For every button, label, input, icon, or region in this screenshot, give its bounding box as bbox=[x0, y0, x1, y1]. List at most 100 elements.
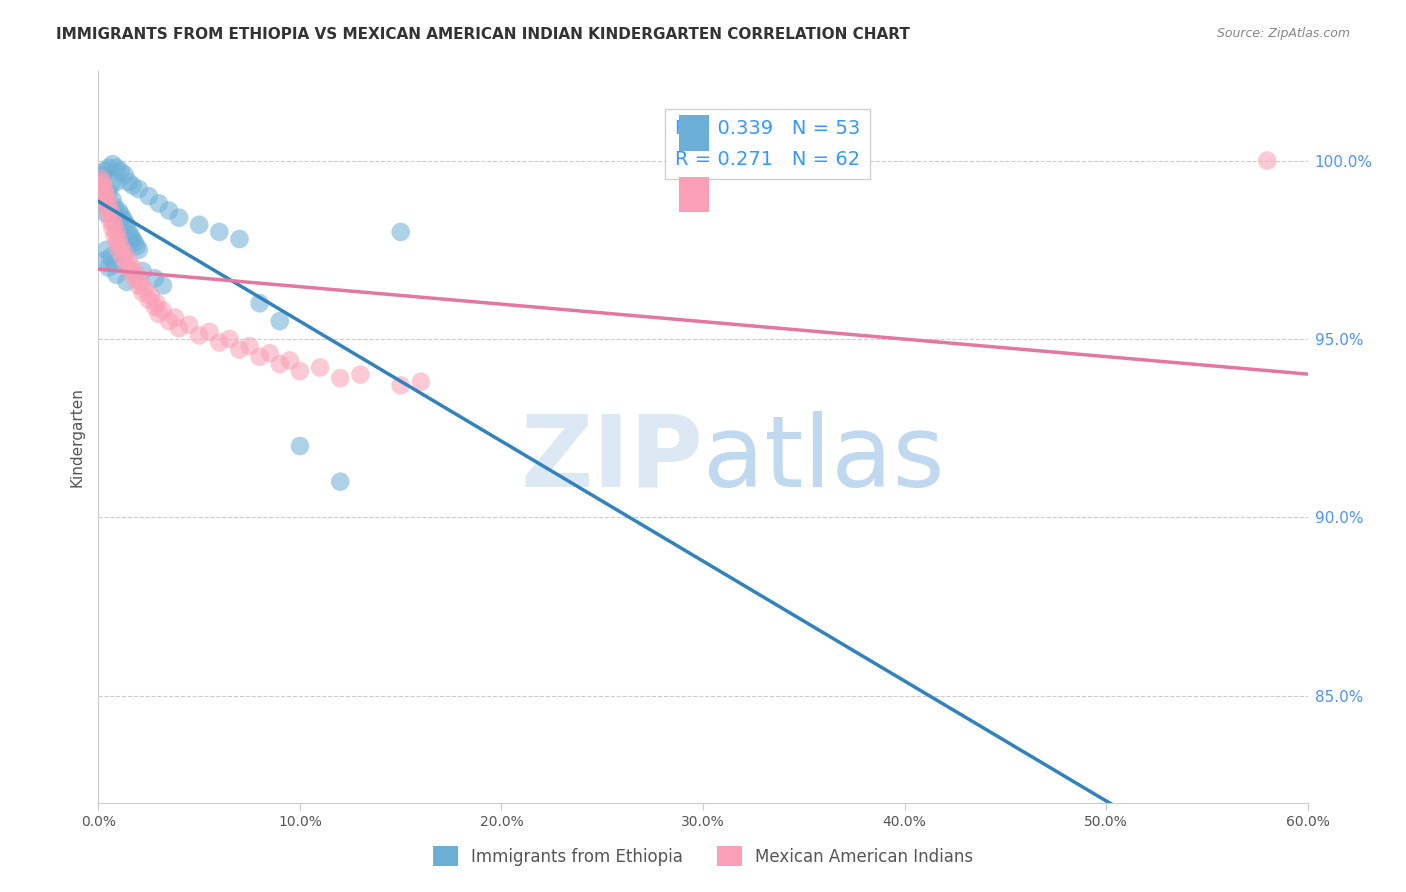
Point bbox=[146, 296, 169, 310]
Point bbox=[389, 225, 412, 239]
Point bbox=[107, 232, 129, 246]
Point bbox=[91, 168, 114, 182]
Point bbox=[105, 175, 128, 189]
Point bbox=[97, 196, 120, 211]
Point bbox=[198, 325, 221, 339]
Point bbox=[128, 278, 150, 293]
Point bbox=[143, 300, 166, 314]
Point bbox=[134, 282, 156, 296]
Text: Source: ZipAtlas.com: Source: ZipAtlas.com bbox=[1216, 27, 1350, 40]
Point bbox=[89, 178, 111, 193]
Bar bbox=[679, 177, 709, 212]
Point bbox=[138, 189, 160, 203]
Text: atlas: atlas bbox=[703, 410, 945, 508]
Bar bbox=[679, 115, 709, 151]
Point bbox=[91, 182, 114, 196]
Point bbox=[111, 211, 134, 225]
Point bbox=[228, 232, 250, 246]
Point bbox=[163, 310, 186, 325]
Point bbox=[96, 207, 118, 221]
Point bbox=[93, 193, 115, 207]
Point bbox=[188, 328, 211, 343]
Point bbox=[288, 364, 311, 378]
Point bbox=[115, 218, 138, 232]
Point bbox=[114, 214, 136, 228]
Text: R = 0.339   N = 53
R = 0.271   N = 62: R = 0.339 N = 53 R = 0.271 N = 62 bbox=[675, 119, 860, 169]
Point bbox=[96, 189, 118, 203]
Point bbox=[100, 178, 122, 193]
Point bbox=[101, 157, 124, 171]
Point bbox=[120, 228, 142, 243]
Point bbox=[152, 278, 174, 293]
Point bbox=[103, 218, 125, 232]
Point bbox=[167, 321, 190, 335]
Point bbox=[143, 271, 166, 285]
Text: IMMIGRANTS FROM ETHIOPIA VS MEXICAN AMERICAN INDIAN KINDERGARTEN CORRELATION CHA: IMMIGRANTS FROM ETHIOPIA VS MEXICAN AMER… bbox=[56, 27, 910, 42]
Point bbox=[128, 182, 150, 196]
Point bbox=[349, 368, 371, 382]
Point bbox=[249, 296, 271, 310]
Point bbox=[91, 175, 114, 189]
Point bbox=[105, 161, 128, 175]
Point bbox=[179, 318, 201, 332]
Point bbox=[139, 289, 162, 303]
Point bbox=[118, 175, 141, 189]
Point bbox=[107, 243, 129, 257]
Point bbox=[89, 171, 111, 186]
Point bbox=[188, 218, 211, 232]
Point bbox=[157, 203, 180, 218]
Point bbox=[138, 293, 160, 307]
Point bbox=[110, 164, 132, 178]
Point bbox=[288, 439, 311, 453]
Point bbox=[101, 193, 124, 207]
Point bbox=[89, 171, 111, 186]
Point bbox=[103, 228, 125, 243]
Point bbox=[93, 164, 115, 178]
Y-axis label: Kindergarten: Kindergarten bbox=[69, 387, 84, 487]
Point bbox=[309, 360, 332, 375]
Point bbox=[111, 250, 134, 264]
Point bbox=[97, 260, 120, 275]
Point bbox=[96, 200, 118, 214]
Point bbox=[110, 207, 132, 221]
Point bbox=[105, 225, 128, 239]
Point bbox=[157, 314, 180, 328]
Point bbox=[101, 221, 124, 235]
Point bbox=[409, 375, 432, 389]
Point bbox=[105, 235, 128, 250]
Point bbox=[124, 271, 146, 285]
Point bbox=[125, 239, 148, 253]
Point bbox=[125, 268, 148, 282]
Point bbox=[259, 346, 281, 360]
Point bbox=[152, 303, 174, 318]
Point bbox=[121, 232, 143, 246]
Point bbox=[167, 211, 190, 225]
Point bbox=[118, 253, 141, 268]
Point bbox=[100, 250, 122, 264]
Point bbox=[128, 243, 150, 257]
Point bbox=[96, 243, 118, 257]
Point bbox=[269, 314, 291, 328]
Point bbox=[249, 350, 271, 364]
Point bbox=[228, 343, 250, 357]
Point bbox=[114, 168, 136, 182]
Point bbox=[208, 335, 231, 350]
Point bbox=[118, 225, 141, 239]
Point bbox=[93, 182, 115, 196]
Point bbox=[93, 186, 115, 200]
Point bbox=[100, 203, 122, 218]
Point bbox=[89, 189, 111, 203]
Point bbox=[132, 285, 155, 300]
Point bbox=[103, 257, 125, 271]
Point bbox=[121, 178, 143, 193]
Point bbox=[91, 178, 114, 193]
Point bbox=[148, 196, 170, 211]
Point bbox=[329, 475, 352, 489]
Point bbox=[107, 203, 129, 218]
Point bbox=[105, 268, 128, 282]
Point bbox=[148, 307, 170, 321]
Point bbox=[329, 371, 352, 385]
Point bbox=[132, 264, 155, 278]
Point bbox=[278, 353, 301, 368]
Point bbox=[121, 260, 143, 275]
